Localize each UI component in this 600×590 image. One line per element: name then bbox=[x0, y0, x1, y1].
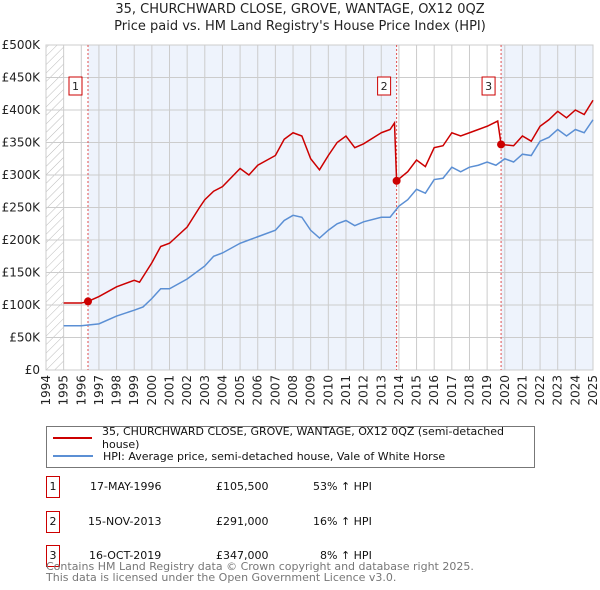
x-tick-label: 2004 bbox=[215, 375, 229, 406]
x-tick-label: 2012 bbox=[357, 375, 371, 406]
y-tick-label: £450K bbox=[2, 71, 42, 85]
x-tick-label: 2020 bbox=[498, 375, 512, 406]
sale-hpi-diff: 53% ↑ HPI bbox=[313, 480, 372, 493]
x-tick-label: 2014 bbox=[392, 375, 406, 406]
chart-plot: 1994 1995 1996 1997 1998 1999 2000 2001 2002 2003… bbox=[2, 38, 600, 406]
x-tick-label: 2000 bbox=[145, 375, 159, 406]
sale-date: 17-MAY-1996 bbox=[90, 480, 162, 493]
x-tick-label: 1994 bbox=[39, 375, 53, 406]
x-tick-label: 2025 bbox=[586, 375, 600, 406]
y-tick-label: £150K bbox=[2, 266, 42, 280]
sale-marker-number: 2 bbox=[381, 80, 388, 93]
x-tick-label: 1999 bbox=[127, 375, 141, 406]
y-tick-label: £0 bbox=[25, 363, 40, 377]
x-tick-label: 1997 bbox=[92, 375, 106, 406]
x-tick-label: 2003 bbox=[198, 375, 212, 406]
sale-date: 16-OCT-2019 bbox=[89, 549, 162, 562]
x-tick-label: 2001 bbox=[163, 375, 177, 406]
sale-point bbox=[83, 297, 92, 306]
x-tick-label: 2011 bbox=[339, 375, 353, 406]
sale-hpi-diff: 16% ↑ HPI bbox=[313, 515, 372, 528]
legend: 35, CHURCHWARD CLOSE, GROVE, WANTAGE, OX… bbox=[46, 425, 535, 468]
x-tick-label: 2019 bbox=[480, 375, 494, 406]
y-tick-label: £400K bbox=[2, 103, 42, 117]
sale-point bbox=[497, 140, 506, 149]
sale-point bbox=[392, 176, 401, 185]
property-price-line bbox=[63, 99, 594, 304]
chart-subtitle: Price paid vs. HM Land Registry's House … bbox=[114, 19, 486, 34]
legend-swatch-hpi bbox=[53, 455, 93, 457]
sale-marker-box bbox=[68, 76, 83, 96]
footer-line-1: Contains HM Land Registry data © Crown c… bbox=[46, 560, 474, 573]
y-tick-label: £100K bbox=[2, 298, 42, 312]
sale-marker-box bbox=[481, 76, 496, 96]
y-tick-label: £200K bbox=[2, 233, 42, 247]
sale-price: £105,500 bbox=[216, 480, 269, 493]
y-tick-label: £50K bbox=[9, 331, 41, 345]
sale-marker-number: 3 bbox=[485, 80, 492, 93]
x-tick-label: 2023 bbox=[551, 375, 565, 406]
x-tick-label: 2016 bbox=[427, 375, 441, 406]
sale-date: 15-NOV-2013 bbox=[88, 515, 162, 528]
footer-line-2: This data is licensed under the Open Gov… bbox=[46, 571, 397, 584]
x-tick-label: 1998 bbox=[110, 375, 124, 406]
x-tick-label: 2002 bbox=[180, 375, 194, 406]
x-tick-label: 2018 bbox=[462, 375, 476, 406]
y-tick-label: £300K bbox=[2, 168, 42, 182]
y-tick-label: £350K bbox=[2, 136, 42, 150]
x-tick-label: 2006 bbox=[251, 375, 265, 406]
x-tick-label: 2005 bbox=[233, 375, 247, 406]
plot-frame bbox=[45, 44, 594, 371]
sale-marker-label: 3 bbox=[46, 545, 60, 567]
x-tick-label: 2010 bbox=[321, 375, 335, 406]
x-tick-label: 2009 bbox=[304, 375, 318, 406]
x-tick-label: 2021 bbox=[515, 375, 529, 406]
x-tick-label: 2024 bbox=[568, 375, 582, 406]
y-tick-label: £500K bbox=[2, 38, 42, 52]
sale-price: £347,000 bbox=[216, 549, 269, 562]
sale-price: £291,000 bbox=[216, 515, 269, 528]
x-tick-label: 2007 bbox=[268, 375, 282, 406]
sale-marker-number: 1 bbox=[72, 80, 79, 93]
x-tick-label: 2008 bbox=[286, 375, 300, 406]
x-tick-label: 1996 bbox=[74, 375, 88, 406]
chart-title: 35, CHURCHWARD CLOSE, GROVE, WANTAGE, OX… bbox=[115, 2, 485, 17]
hpi-line bbox=[63, 119, 594, 327]
x-tick-label: 1995 bbox=[57, 375, 71, 406]
sale-marker-label: 2 bbox=[46, 511, 60, 533]
legend-label-property: 35, CHURCHWARD CLOSE, GROVE, WANTAGE, OX… bbox=[102, 425, 505, 451]
legend-item-hpi: HPI: Average price, semi-detached house,… bbox=[53, 447, 445, 465]
legend-swatch-property bbox=[53, 437, 92, 439]
x-tick-label: 2015 bbox=[410, 375, 424, 406]
x-tick-label: 2013 bbox=[374, 375, 388, 406]
sale-marker-box bbox=[377, 76, 392, 96]
sale-hpi-diff: 8% ↑ HPI bbox=[320, 549, 372, 562]
legend-label-hpi: HPI: Average price, semi-detached house,… bbox=[103, 449, 446, 463]
sale-marker-label: 1 bbox=[46, 476, 60, 498]
y-tick-label: £250K bbox=[2, 201, 42, 215]
x-tick-label: 2017 bbox=[445, 375, 459, 406]
x-tick-label: 2022 bbox=[533, 375, 547, 406]
legend-item-property: 35, CHURCHWARD CLOSE, GROVE, WANTAGE, OX… bbox=[53, 425, 534, 451]
